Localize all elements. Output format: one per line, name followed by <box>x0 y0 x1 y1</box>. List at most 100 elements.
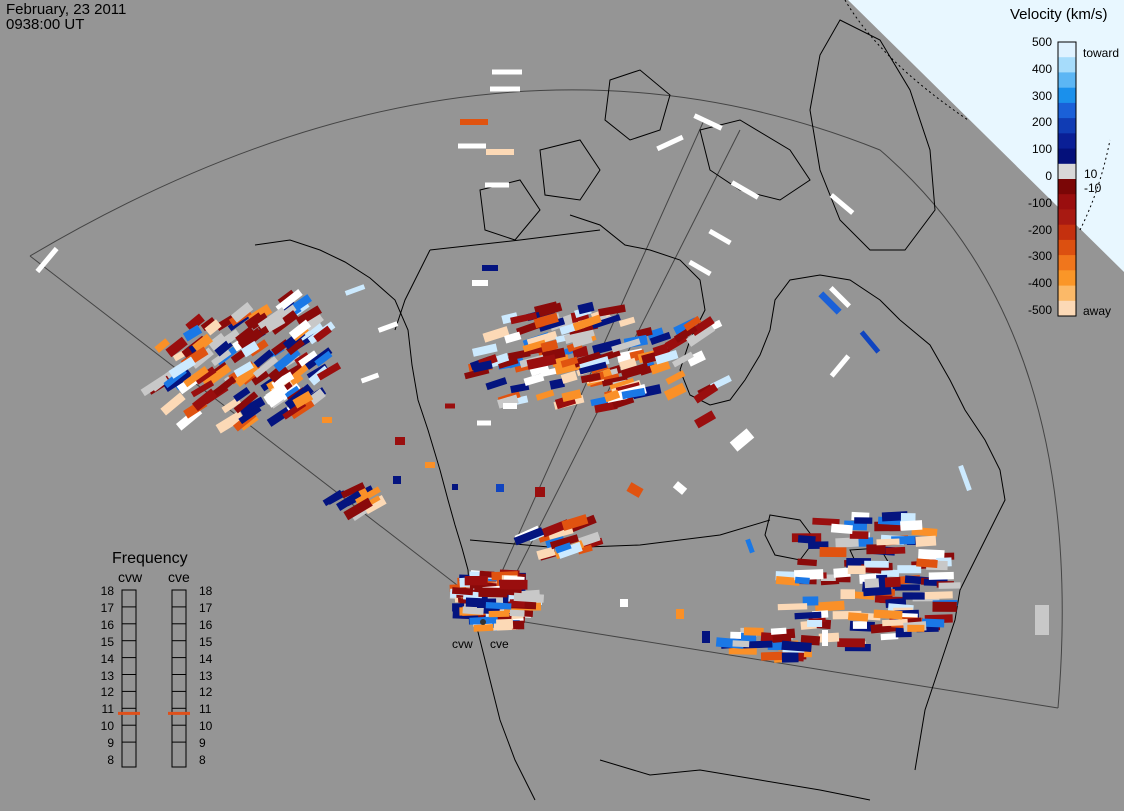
velocity-cell <box>694 410 717 429</box>
velocity-cell <box>745 538 755 554</box>
velocity-cell <box>509 609 525 617</box>
colorbar-tick-label: -200 <box>1027 222 1052 237</box>
velocity-cell <box>549 378 565 390</box>
velocity-cell <box>561 514 589 531</box>
velocity-cell <box>496 618 514 630</box>
velocity-cell <box>775 576 800 586</box>
velocity-cell <box>770 627 787 635</box>
velocity-cell <box>560 370 578 384</box>
frequency-tick-label: 9 <box>199 736 206 751</box>
frequency-tick-label: 17 <box>100 600 114 615</box>
frequency-tick-label: 16 <box>100 617 114 632</box>
frequency-tick-label: 10 <box>199 719 213 734</box>
velocity-cell <box>794 576 810 585</box>
velocity-cell <box>760 632 777 643</box>
colorbar-segment <box>1058 270 1076 286</box>
velocity-cell <box>656 134 684 152</box>
frequency-tick-label: 13 <box>199 668 213 683</box>
velocity-cell <box>472 280 488 286</box>
velocity-cell <box>958 464 972 492</box>
velocity-cell <box>777 603 808 611</box>
velocity-cell <box>665 370 686 385</box>
velocity-cell <box>183 366 209 388</box>
velocity-cell <box>295 305 322 326</box>
colorbar-segment <box>1058 300 1076 317</box>
frequency-tick-label: 12 <box>100 685 114 700</box>
velocity-cell <box>497 394 519 409</box>
velocity-cell <box>182 324 203 342</box>
velocity-cell <box>537 302 563 317</box>
velocity-cell <box>233 386 251 402</box>
frequency-tick-label: 12 <box>199 685 213 700</box>
velocity-cell <box>207 332 228 351</box>
velocity-cell <box>620 599 628 607</box>
velocity-cell <box>818 291 842 315</box>
velocity-cell <box>830 523 853 535</box>
velocity-cell <box>292 390 314 409</box>
colorbar-segment <box>1058 239 1076 256</box>
frequency-tick-label: 10 <box>100 719 114 734</box>
velocity-cell <box>212 375 237 397</box>
frequency-scale-box <box>171 589 187 768</box>
velocity-cell <box>594 400 618 413</box>
velocity-cell <box>275 289 303 313</box>
velocity-cell <box>451 587 474 596</box>
away-label: away <box>1083 304 1112 318</box>
velocity-cell <box>473 624 494 632</box>
velocity-cell <box>509 599 525 608</box>
colorbar-segment <box>1058 133 1076 149</box>
colorbar-tick-label: 500 <box>1031 35 1052 49</box>
velocity-cell <box>683 315 702 332</box>
velocity-cell <box>672 351 694 368</box>
velocity-cell <box>251 370 270 386</box>
velocity-cell <box>819 547 847 558</box>
velocity-cell <box>922 591 953 600</box>
velocity-cell <box>513 592 545 603</box>
velocity-cell <box>533 312 559 329</box>
velocity-cell <box>485 602 512 610</box>
velocity-cell <box>797 535 816 544</box>
velocity-cell <box>471 360 493 373</box>
velocity-cell <box>807 619 823 627</box>
velocity-cell <box>884 576 901 588</box>
velocity-cell <box>781 640 812 653</box>
colorbar-tick-label: -300 <box>1027 249 1052 264</box>
velocity-cell <box>618 357 637 371</box>
velocity-cell <box>540 339 559 353</box>
velocity-cell <box>360 372 380 384</box>
colorbar-segment <box>1058 72 1076 89</box>
velocity-cell <box>445 403 455 409</box>
velocity-cell <box>257 307 286 329</box>
velocity-cell <box>621 387 646 400</box>
daylight-region <box>848 0 1124 272</box>
velocity-cell <box>618 316 636 327</box>
velocity-cell <box>685 322 716 347</box>
velocity-cell <box>343 497 373 521</box>
velocity-cell <box>322 489 344 507</box>
frequency-tick-label: 15 <box>199 634 213 649</box>
velocity-cell <box>482 265 498 271</box>
date-label: February, 23 2011 <box>6 1 127 18</box>
velocity-cell <box>592 338 623 355</box>
velocity-cell <box>882 618 908 627</box>
velocity-cell <box>211 348 232 367</box>
velocity-cell <box>485 377 508 391</box>
time-label: 0938:00 UT <box>6 16 85 33</box>
colorbar-title: Velocity (km/s) <box>1010 6 1108 23</box>
velocity-cell <box>165 336 188 358</box>
velocity-cell <box>549 534 579 550</box>
velocity-colorbar <box>1057 41 1077 317</box>
velocity-cell <box>298 350 319 368</box>
velocity-cell <box>377 321 399 333</box>
velocity-cell <box>938 582 961 589</box>
colorbar-segment <box>1058 118 1076 134</box>
velocity-cell <box>490 86 520 92</box>
colorbar-segment <box>1058 87 1076 104</box>
velocity-cell <box>837 638 865 648</box>
frequency-tick-label: 8 <box>199 753 206 767</box>
colorbar-segment <box>1058 255 1076 271</box>
velocity-cell <box>885 546 906 555</box>
colorbar-segment <box>1058 163 1076 180</box>
frequency-tick-label: 14 <box>100 651 114 666</box>
velocity-cell <box>504 331 522 344</box>
